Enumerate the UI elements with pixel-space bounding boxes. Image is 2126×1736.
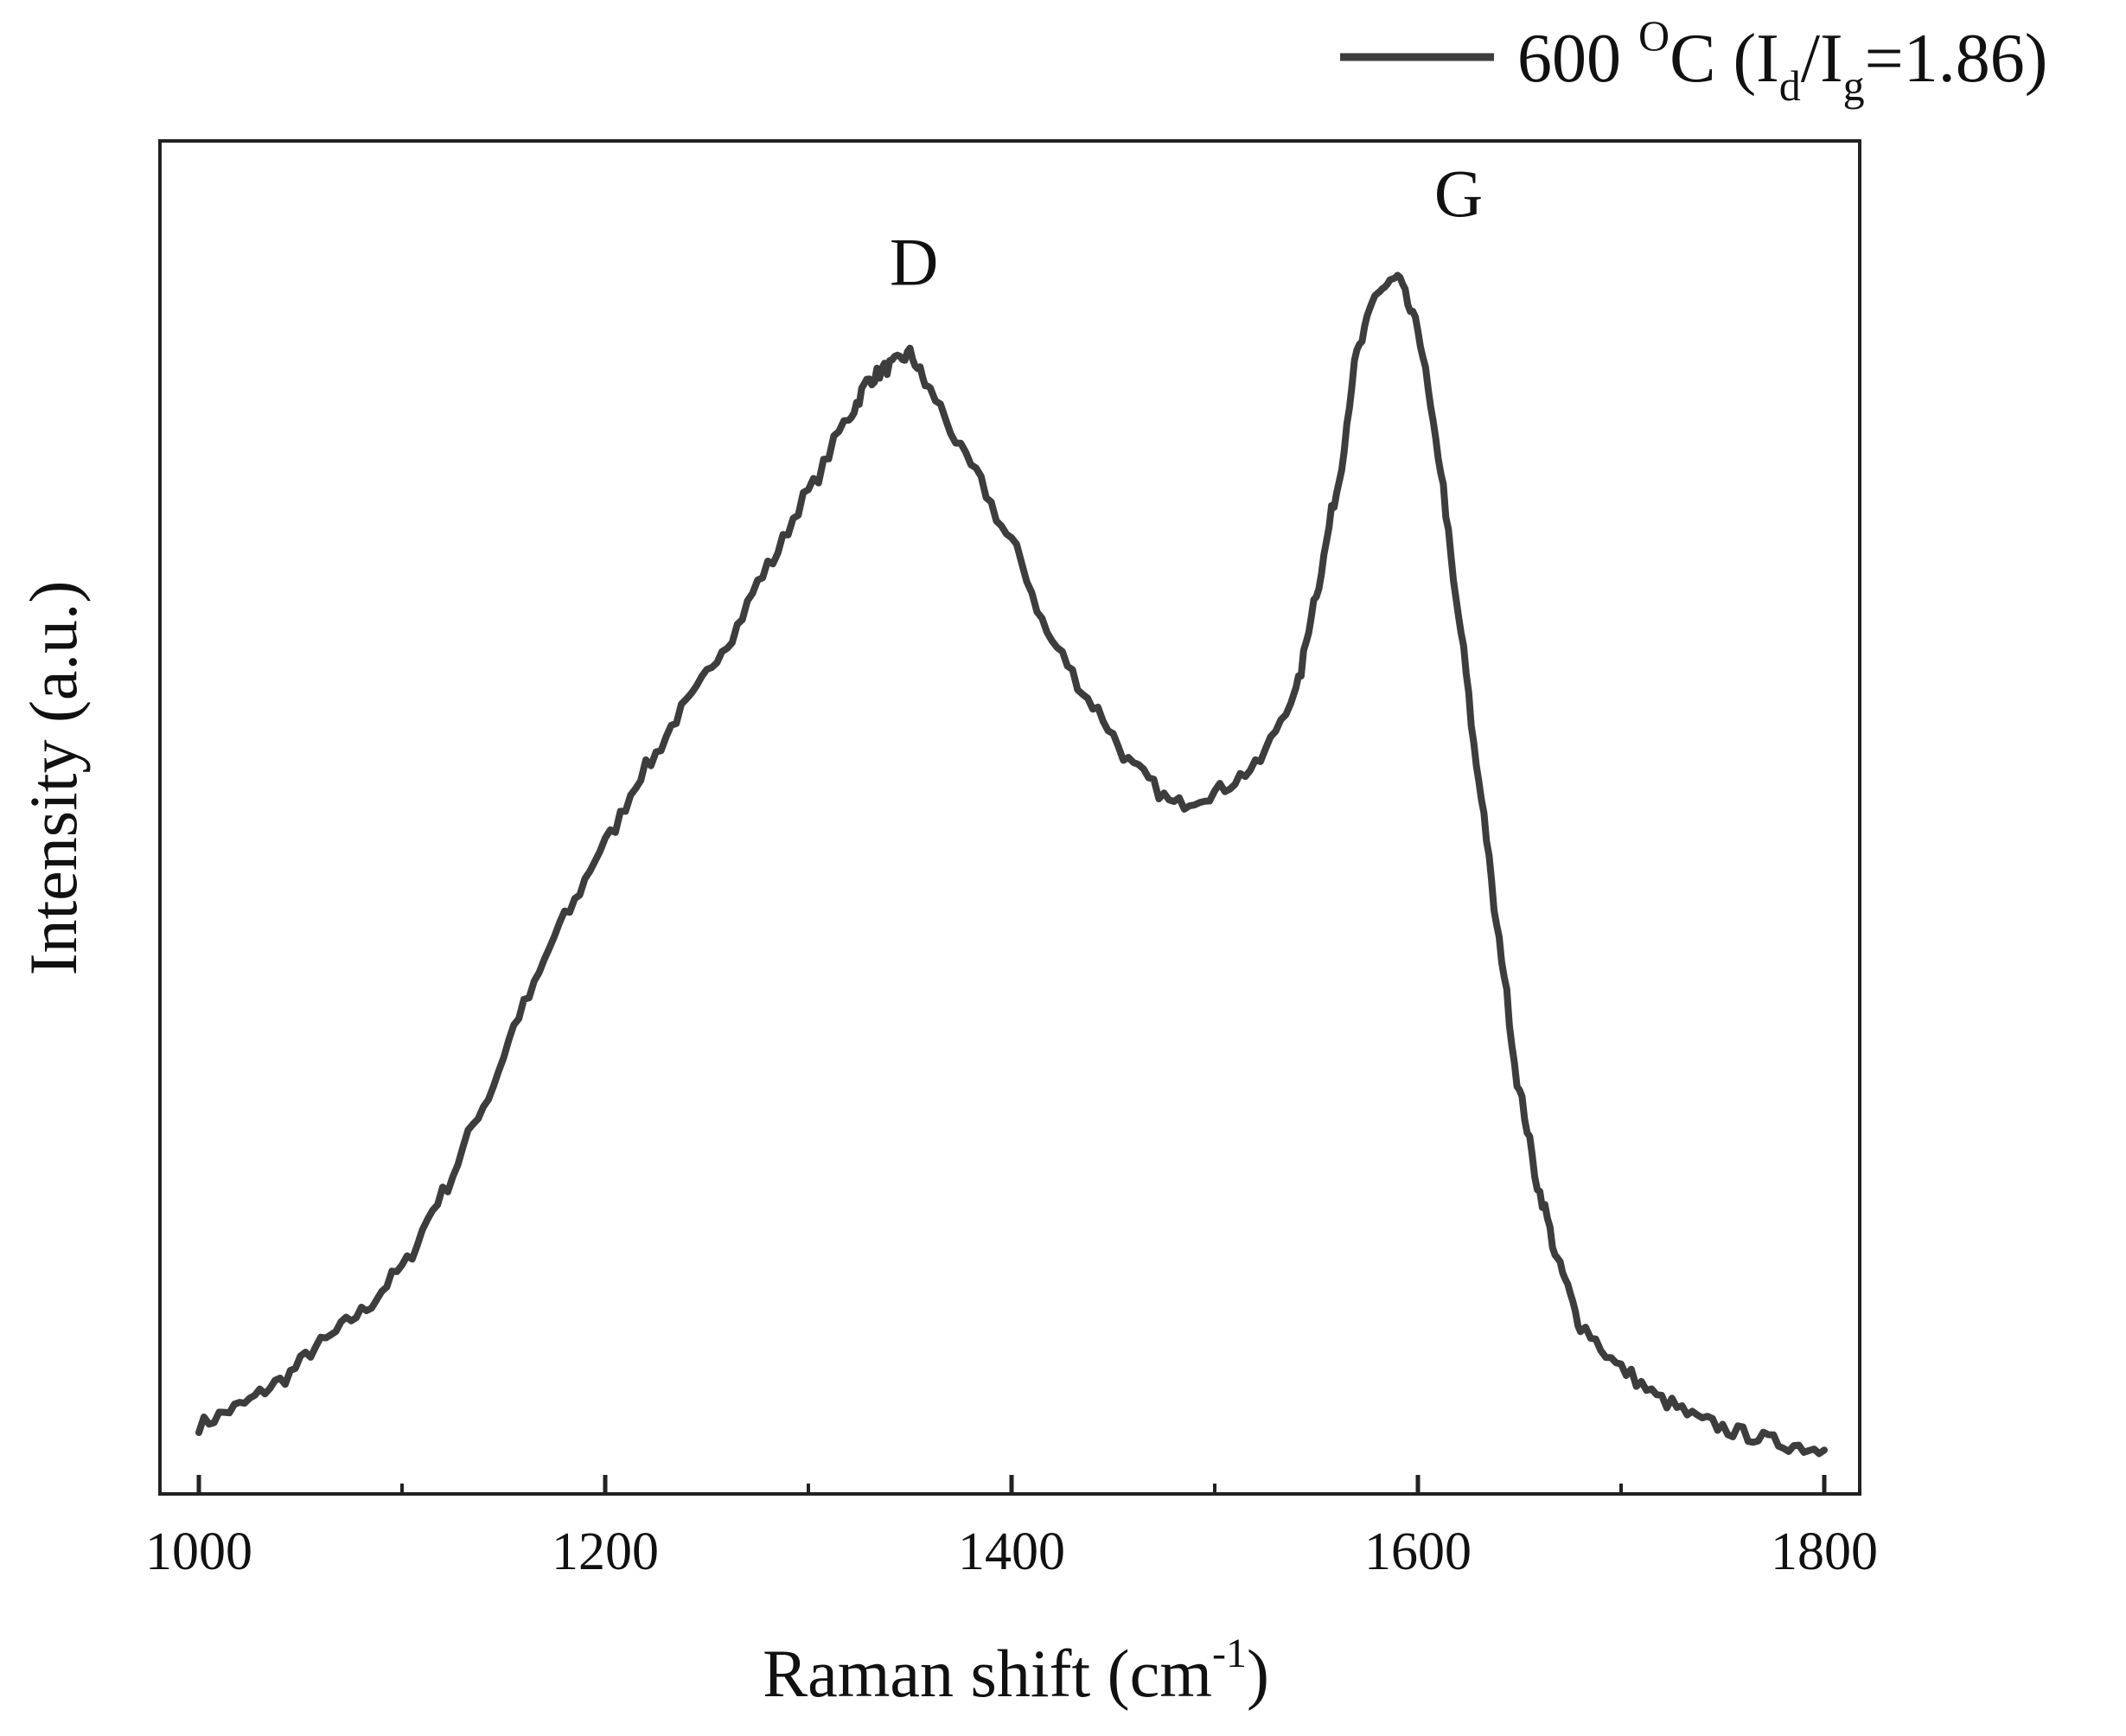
legend: 600 OC (Id/Ig=1.86): [1340, 11, 2047, 110]
x-axis-tick-labels: 1000 1200 1400 1600 1800: [145, 1522, 1878, 1581]
y-axis-label: Intensity (a.u.): [16, 580, 91, 975]
series-line-600c: [195, 271, 1828, 1458]
peak-label-d: D: [890, 225, 938, 300]
x-tick-label: 1200: [552, 1522, 659, 1581]
plot-frame: [158, 139, 1861, 1496]
x-tick-label: 1800: [1771, 1522, 1878, 1581]
x-axis-ticks: [196, 1475, 1827, 1494]
x-tick-label: 1600: [1364, 1522, 1472, 1581]
x-tick-label: 1400: [958, 1522, 1065, 1581]
peak-label-g: G: [1434, 156, 1483, 231]
x-tick-label: 1000: [145, 1522, 252, 1581]
x-axis-label: Raman shift (cm-1): [763, 1631, 1269, 1711]
legend-label: 600 OC (Id/Ig=1.86): [1517, 11, 2047, 110]
peak-annotations: DG: [890, 156, 1483, 300]
